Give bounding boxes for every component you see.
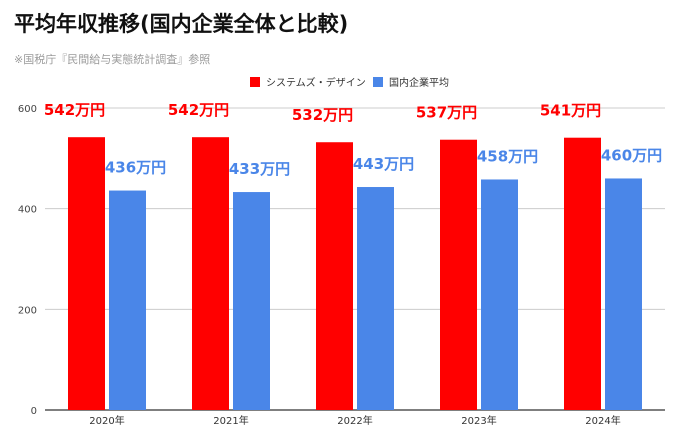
data-label: 542万円: [168, 101, 229, 119]
bar: [109, 190, 146, 410]
bar: [481, 179, 518, 410]
legend-label: 国内企業平均: [389, 76, 449, 89]
legend-swatch: [373, 77, 383, 87]
data-label: 537万円: [416, 104, 477, 122]
bar: [605, 178, 642, 410]
bar: [68, 137, 105, 410]
data-label: 443万円: [353, 155, 414, 173]
x-tick-label: 2020年: [89, 414, 124, 427]
x-tick-label: 2024年: [585, 414, 620, 427]
y-tick-label: 0: [31, 406, 37, 417]
data-label: 541万円: [540, 102, 601, 120]
data-label: 436万円: [105, 159, 166, 177]
bar: [233, 192, 270, 410]
bar: [192, 137, 229, 410]
bar: [316, 142, 353, 410]
bar: [440, 139, 477, 410]
bar: [564, 137, 601, 411]
x-tick-label: 2023年: [461, 414, 496, 427]
data-label: 542万円: [44, 101, 105, 119]
data-label: 433万円: [229, 160, 290, 178]
legend-swatch: [250, 77, 260, 87]
data-label: 458万円: [477, 147, 538, 165]
page-title: 平均年収推移(国内企業全体と比較): [14, 12, 349, 36]
source-note: ※国税庁『民間給与実態統計調査』参照: [14, 53, 211, 66]
data-label: 460万円: [601, 146, 662, 164]
x-tick-label: 2022年: [337, 414, 372, 427]
x-tick-label: 2021年: [213, 414, 248, 427]
y-tick-label: 400: [18, 205, 37, 216]
y-tick-label: 200: [18, 305, 37, 316]
legend-label: システムズ・デザイン: [266, 76, 366, 89]
data-label: 532万円: [292, 106, 353, 124]
y-tick-label: 600: [18, 104, 37, 115]
bar: [357, 187, 394, 410]
